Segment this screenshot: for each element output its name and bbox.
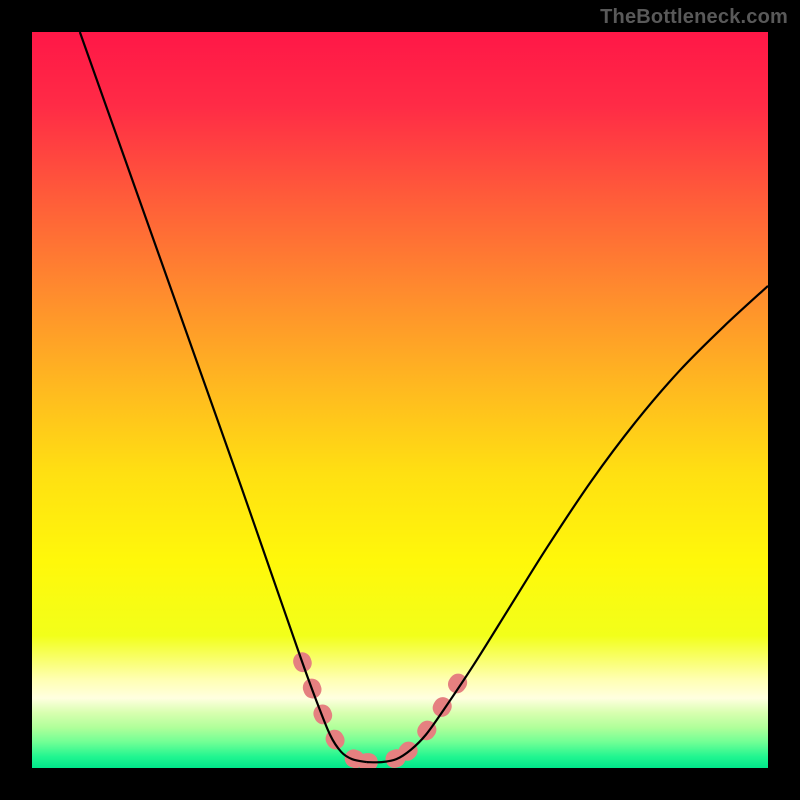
curves-layer — [32, 32, 768, 768]
highlight-segment-right — [407, 676, 462, 752]
plot-area — [32, 32, 768, 768]
chart-container: TheBottleneck.com — [0, 0, 800, 800]
highlight-segment-left — [302, 661, 367, 762]
bottleneck-curve-right — [367, 286, 768, 762]
bottleneck-curve-left — [80, 32, 367, 762]
watermark-text: TheBottleneck.com — [600, 6, 788, 29]
